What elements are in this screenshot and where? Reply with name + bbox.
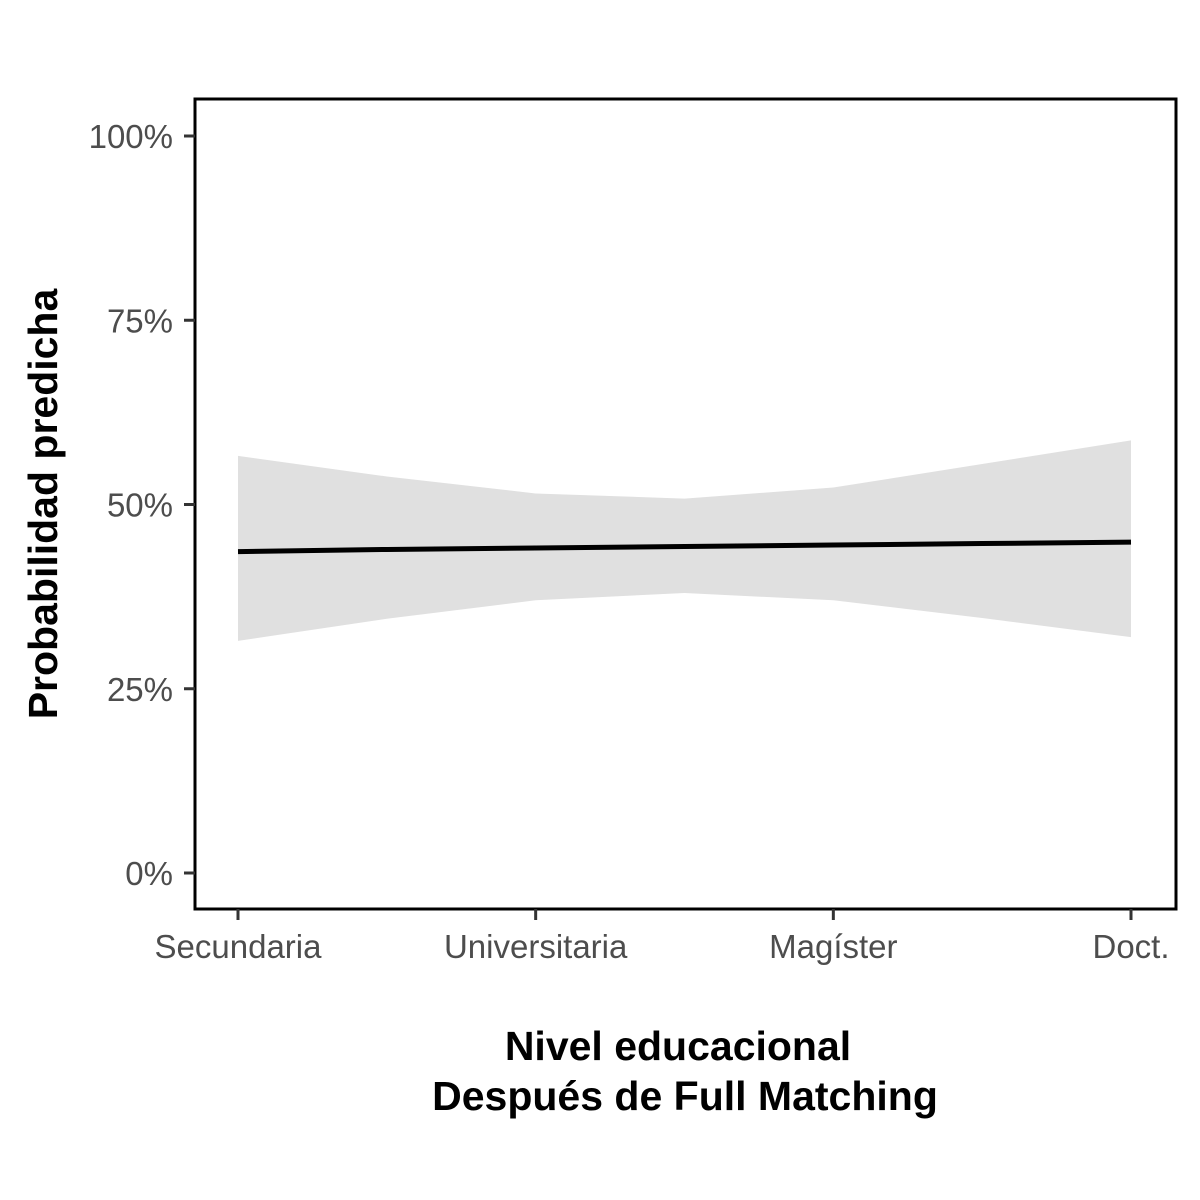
x-tick-label: Doct. (1092, 928, 1169, 965)
x-tick-label: Universitaria (444, 928, 628, 965)
confidence-band-layer (238, 440, 1131, 641)
x-axis-subtitle: Después de Full Matching (432, 1073, 938, 1119)
prediction-line-layer (237, 539, 1132, 555)
x-axis-title: Nivel educacional (505, 1023, 851, 1069)
y-tick-label: 100% (89, 118, 173, 155)
y-tick-label: 75% (107, 302, 173, 339)
x-tick-label: Magíster (769, 928, 897, 965)
y-axis-title: Probabilidad predicha (20, 288, 66, 720)
prediction-line (237, 539, 1132, 555)
x-tick-label: Secundaria (155, 928, 323, 965)
y-tick-label: 0% (125, 855, 173, 892)
x-axis: Secundaria Universitaria Magíster Doct. (155, 909, 1170, 965)
y-axis: 0% 25% 50% 75% 100% (89, 118, 195, 892)
y-tick-label: 50% (107, 487, 173, 524)
confidence-band (238, 440, 1131, 641)
y-tick-label: 25% (107, 671, 173, 708)
